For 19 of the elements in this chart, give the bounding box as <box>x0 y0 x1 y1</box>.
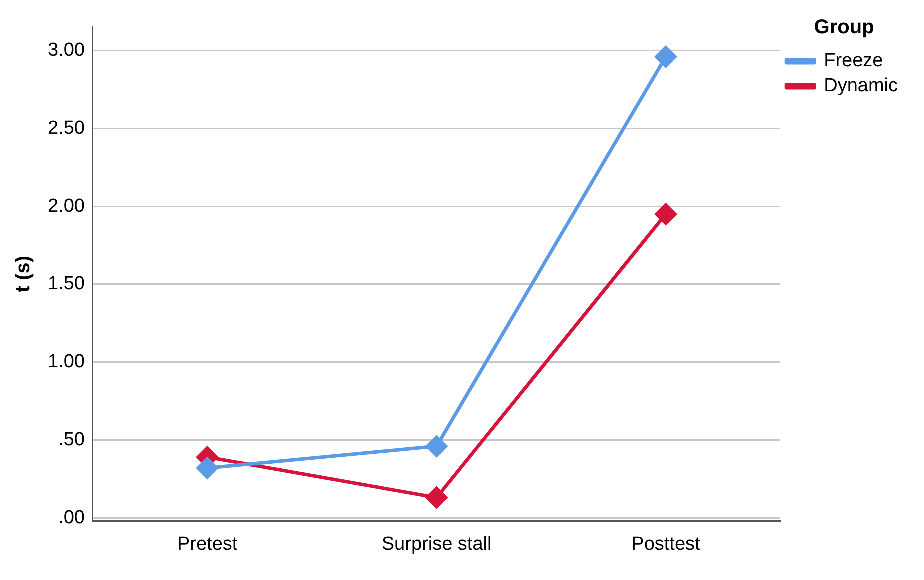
y-tick-label: 2.50 <box>48 118 85 139</box>
y-tick-label: 2.00 <box>48 196 85 217</box>
x-tick-label: Surprise stall <box>382 534 492 555</box>
y-tick-label: 1.00 <box>48 352 85 373</box>
legend-title: Group <box>814 16 874 39</box>
legend-label: Freeze <box>824 50 884 72</box>
point <box>426 436 448 458</box>
point <box>655 46 677 68</box>
x-tick-label: Pretest <box>177 534 238 555</box>
y-tick-label: .50 <box>58 429 85 450</box>
legend-label: Dynamic <box>824 76 898 97</box>
point <box>426 487 448 509</box>
y-tick-label: 3.00 <box>48 40 85 61</box>
point <box>196 457 218 479</box>
y-axis-title: t (s) <box>12 256 35 293</box>
y-tick-label: .00 <box>58 507 85 528</box>
y-tick-label: 1.50 <box>48 274 85 295</box>
point <box>655 204 677 226</box>
x-tick-label: Posttest <box>632 534 702 555</box>
